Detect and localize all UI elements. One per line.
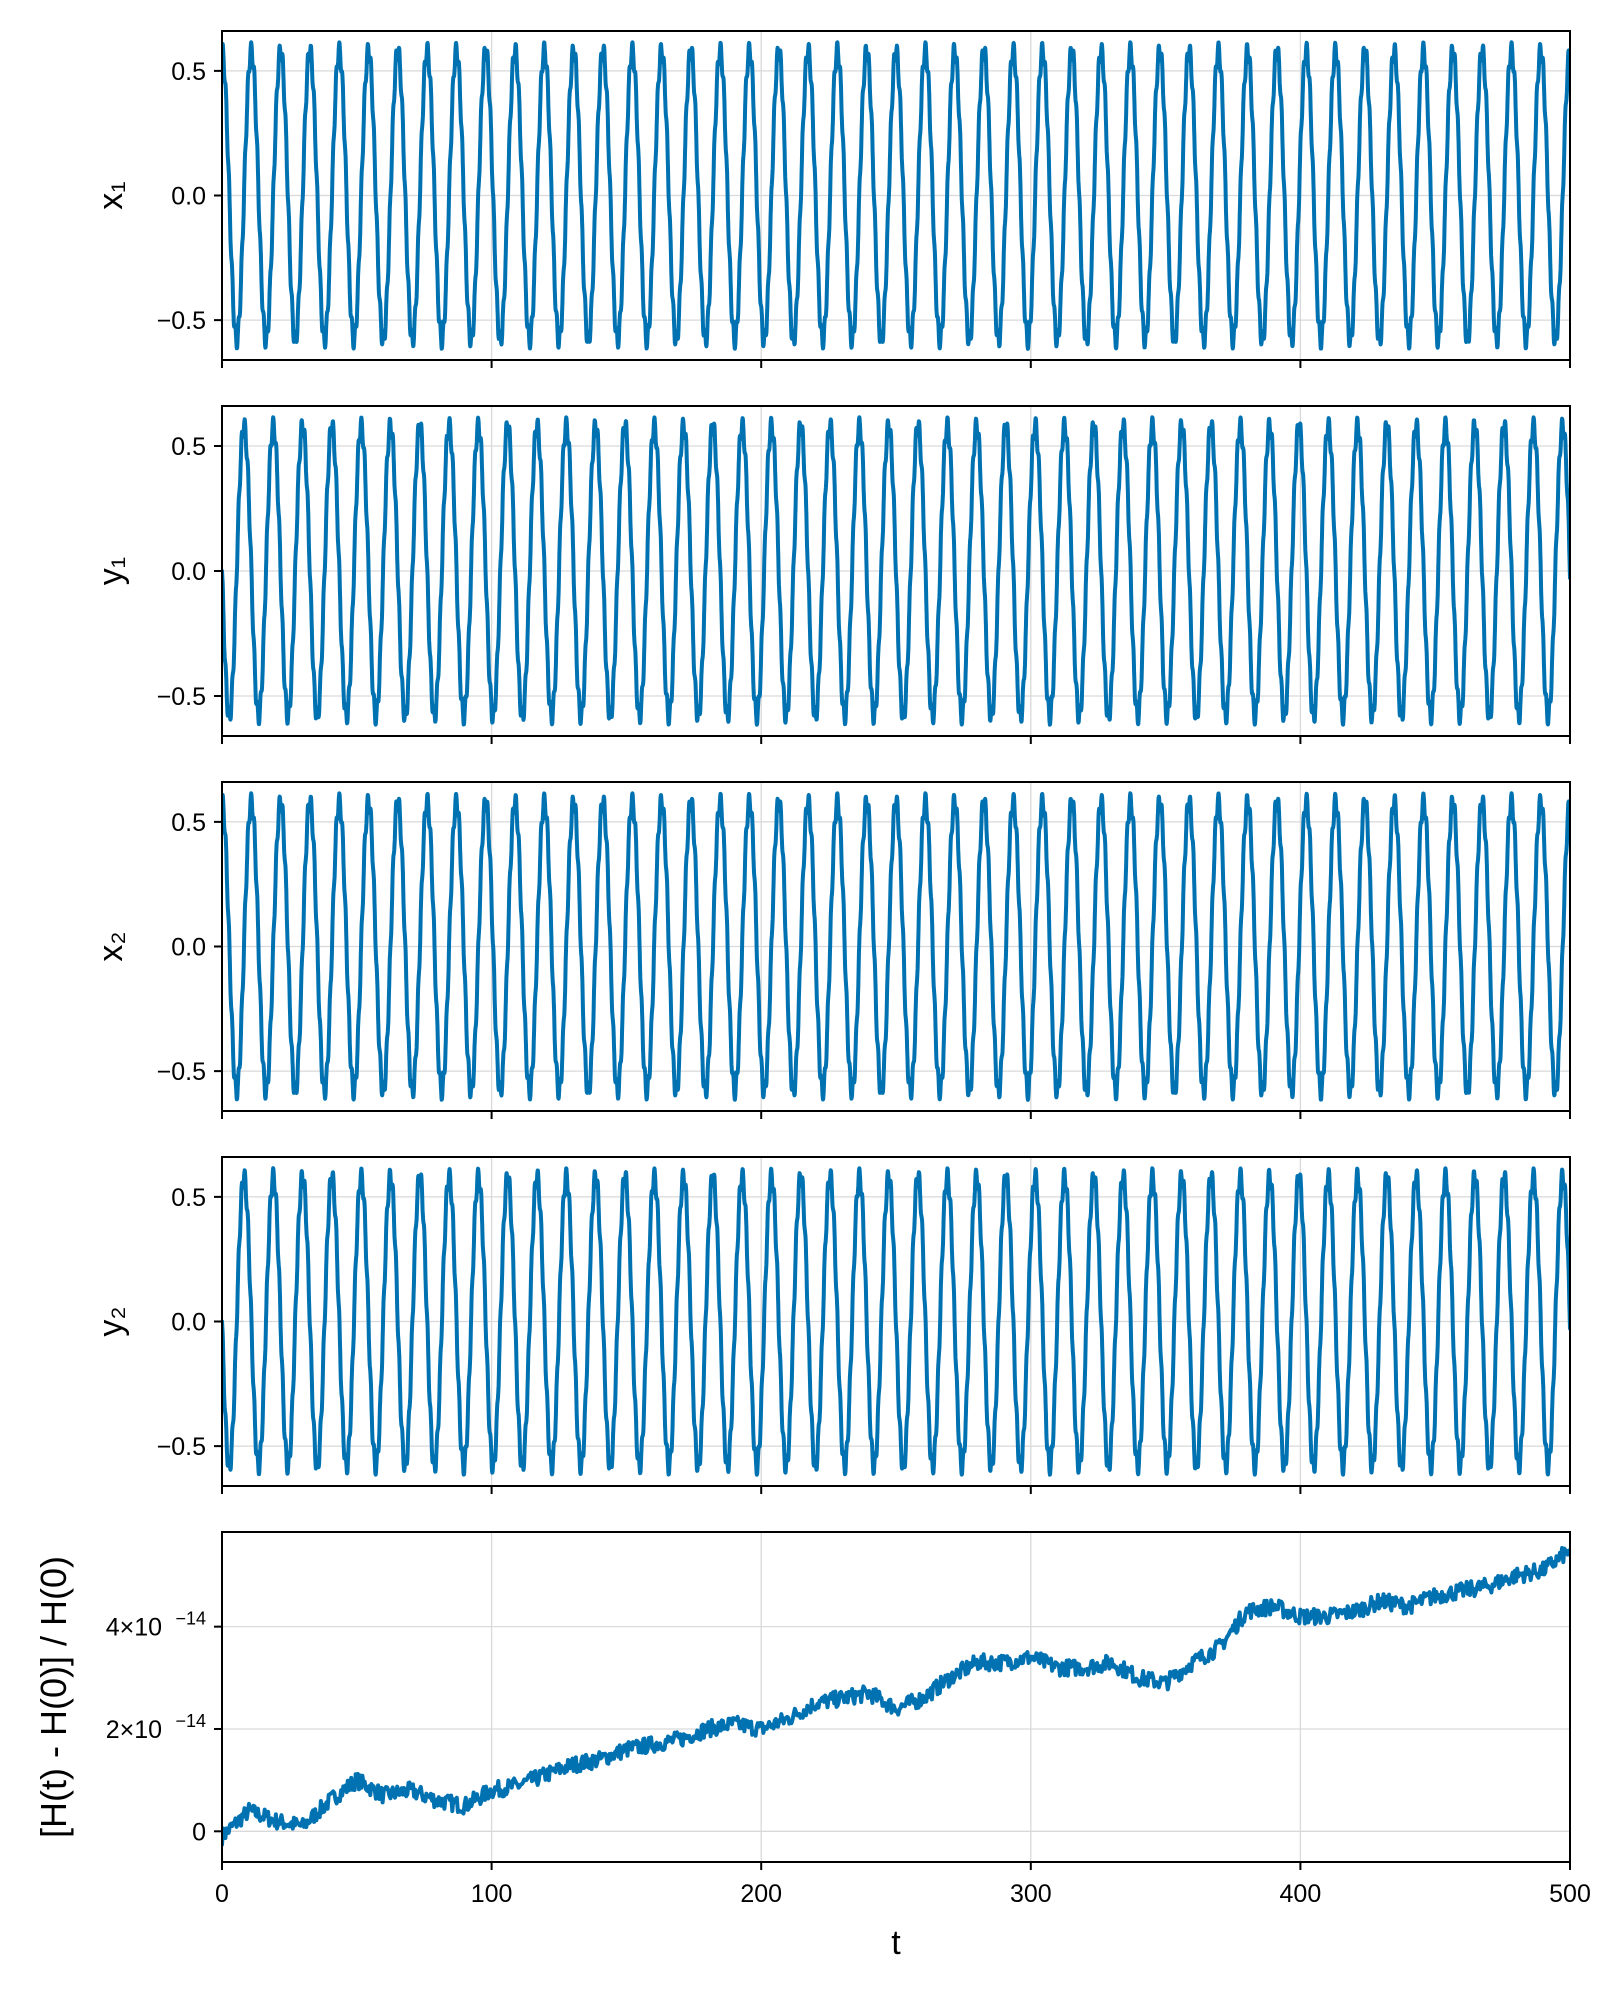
series-line bbox=[222, 415, 1570, 727]
y-axis-label: y₁ bbox=[92, 557, 130, 585]
y-tick-label: 0.0 bbox=[171, 558, 206, 586]
panel-3: −0.5 0.0 0.5 x₂ bbox=[92, 781, 1571, 1119]
y-tick-label: 0.5 bbox=[171, 1184, 206, 1212]
y-tick-label: 0.0 bbox=[171, 183, 206, 211]
series-line bbox=[222, 1546, 1570, 1847]
x-tick-label: 100 bbox=[471, 1880, 513, 1908]
x-tick-label: 400 bbox=[1280, 1880, 1322, 1908]
y-tick-label: 0.0 bbox=[171, 934, 206, 962]
y-axis-label: [H(t) - H(0)] / H(0) bbox=[33, 1556, 74, 1838]
panel-5: 0 2×10 −14 4×10 −14 [H(t) - H(0)] / H(0) 0 100 2… bbox=[33, 1531, 1591, 1962]
x-tick-label: 500 bbox=[1549, 1880, 1591, 1908]
y-tick-exponent: −14 bbox=[175, 1609, 206, 1629]
y-axis-label: y₂ bbox=[92, 1306, 130, 1336]
y-tick-label: 4×10 bbox=[106, 1614, 162, 1642]
y-tick-label: 0 bbox=[192, 1818, 206, 1846]
series-line bbox=[222, 40, 1570, 351]
y-tick-label: −0.5 bbox=[157, 307, 206, 335]
x-tick-label: 0 bbox=[215, 1880, 229, 1908]
x-axis-label: t bbox=[891, 1924, 901, 1962]
y-tick-label: 0.0 bbox=[171, 1309, 206, 1337]
y-axis-label: x₁ bbox=[92, 181, 130, 209]
panel-4: −0.5 0.0 0.5 y₂ bbox=[92, 1156, 1571, 1494]
x-tick-label: 300 bbox=[1010, 1880, 1052, 1908]
y-tick-label: −0.5 bbox=[157, 1433, 206, 1461]
y-axis-label: x₂ bbox=[92, 931, 130, 961]
y-tick-exponent: −14 bbox=[175, 1711, 206, 1731]
y-tick-label: −0.5 bbox=[157, 1058, 206, 1086]
axes-frame bbox=[221, 1531, 1571, 1863]
y-tick-label: 2×10 bbox=[106, 1716, 162, 1744]
panel-1: −0.5 0.0 0.5 x₁ bbox=[92, 30, 1571, 368]
y-tick-label: −0.5 bbox=[157, 683, 206, 711]
y-tick-label: 0.5 bbox=[171, 809, 206, 837]
x-tick-label: 200 bbox=[740, 1880, 782, 1908]
series-line bbox=[222, 1166, 1570, 1477]
y-tick-label: 0.5 bbox=[171, 58, 206, 86]
panel-2: −0.5 0.0 0.5 y₁ bbox=[92, 405, 1571, 744]
y-tick-label: 0.5 bbox=[171, 433, 206, 461]
series-line bbox=[222, 791, 1570, 1102]
